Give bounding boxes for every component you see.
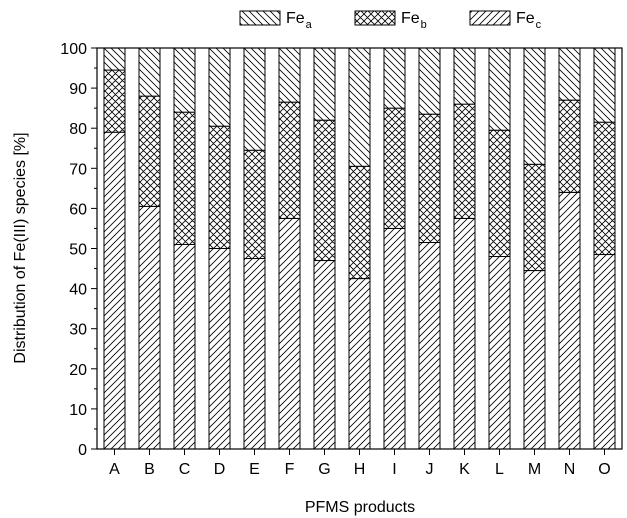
y-tick-label: 60 [69,201,87,218]
bar-N-fe-b [558,99,581,193]
bar-A-fe-c [103,131,126,450]
x-tick-label: L [495,461,504,478]
axes-group: 0 10 20 30 40 50 60 70 80 90 100 A B C D E F G H I J K L M N O [60,41,623,478]
x-axis-label: PFMS products [305,499,415,516]
bar-K-fe-c [453,217,476,450]
bar-F-fe-a [278,47,301,103]
legend-swatch-fe-c [469,10,511,26]
x-tick-label: D [214,461,226,478]
bar-M-fe-b [523,163,546,272]
y-tick-label: 10 [69,402,87,419]
bar-O-fe-b [593,121,616,256]
bar-K-fe-b [453,103,476,219]
bar-F-fe-c [278,217,301,450]
bar-G-fe-a [313,47,336,121]
bar-F-fe-b [278,101,301,219]
bar-J-fe-c [418,241,441,450]
y-tick-label: 30 [69,322,87,339]
bar-K-fe-a [453,47,476,105]
x-tick-label: O [598,461,610,478]
bar-E-fe-a [243,47,266,151]
x-tick-label: C [179,461,191,478]
legend-swatch-fe-a [239,10,281,26]
legend-label-fe-b: Feb [401,10,427,31]
y-tick-label: 80 [69,121,87,138]
bar-M-fe-c [523,270,546,450]
y-tick-label: 50 [69,242,87,259]
y-tick-label: 70 [69,161,87,178]
x-tick-label: G [318,461,330,478]
bar-B-fe-a [138,47,161,97]
bars-group [103,47,616,450]
bar-G-fe-c [313,260,336,450]
bar-A-fe-b [103,69,126,133]
x-tick-label: M [528,461,541,478]
y-tick-label: 0 [78,442,87,459]
x-tick-label: K [459,461,470,478]
y-axis-label: Distribution of Fe(III) species [%] [12,132,29,363]
bar-J-fe-b [418,113,441,243]
bar-B-fe-c [138,205,161,450]
bar-H-fe-b [348,165,371,280]
bar-O-fe-a [593,47,616,123]
x-tick-label: N [564,461,576,478]
x-tick-label: J [426,461,434,478]
y-tick-label: 90 [69,81,87,98]
bar-I-fe-b [383,107,406,229]
bar-D-fe-b [208,125,231,249]
bar-G-fe-b [313,119,336,262]
bar-C-fe-c [173,243,196,450]
legend-label-fe-a: Fea [286,10,313,31]
x-tick-label: A [109,461,120,478]
bar-D-fe-a [208,47,231,127]
bar-N-fe-c [558,191,581,450]
y-tick-label: 20 [69,362,87,379]
bar-C-fe-a [173,47,196,113]
bar-A-fe-a [103,47,126,71]
bar-N-fe-a [558,47,581,101]
bar-I-fe-c [383,227,406,450]
bar-D-fe-c [208,248,231,450]
x-tick-label: H [354,461,366,478]
bar-L-fe-a [488,47,511,131]
bar-B-fe-b [138,95,161,207]
bar-E-fe-b [243,149,266,260]
bar-M-fe-a [523,47,546,165]
y-tick-label: 40 [69,282,87,299]
bar-I-fe-a [383,47,406,109]
bar-L-fe-b [488,129,511,258]
legend: Fea Feb Fec [239,10,542,31]
legend-label-fe-c: Fec [516,10,542,31]
bar-E-fe-c [243,258,266,450]
legend-swatch-fe-b [354,10,396,26]
x-tick-label: E [249,461,260,478]
x-tick-label: F [285,461,295,478]
x-tick-label: I [392,461,396,478]
bar-H-fe-c [348,278,371,450]
x-tick-label: B [144,461,155,478]
bar-C-fe-b [173,111,196,245]
bar-J-fe-a [418,47,441,115]
bar-H-fe-a [348,47,371,167]
bar-O-fe-c [593,254,616,450]
bar-L-fe-c [488,256,511,450]
y-tick-label: 100 [60,41,87,58]
